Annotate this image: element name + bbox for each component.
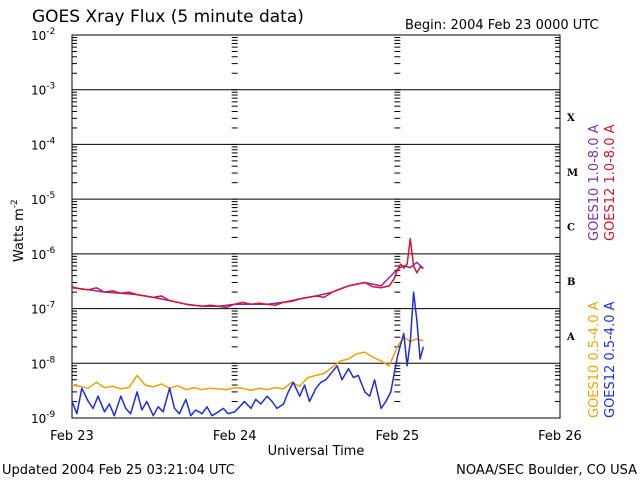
y-tick-labels: 10-210-310-410-510-610-710-810-9 [31, 27, 56, 426]
begin-label: Begin: 2004 Feb 23 0000 UTC [405, 18, 599, 33]
legend-goes10-short: GOES10 0.5-4.0 A [587, 301, 602, 418]
x-tick-label: Feb 25 [375, 429, 419, 444]
y-tick-label: 10-8 [31, 355, 56, 371]
flare-class-labels: X M C B A [566, 113, 578, 343]
y-tick-base: 10 [31, 84, 46, 98]
y-tick-label: 10-4 [31, 136, 56, 152]
y-tick-label: 10-6 [31, 246, 56, 262]
flare-class-label: A [566, 332, 575, 343]
y-tick-exponent: -2 [46, 27, 55, 37]
y-tick-label: 10-3 [31, 82, 55, 98]
footer-updated: Updated 2004 Feb 25 03:21:04 UTC [2, 463, 235, 478]
x-tick-labels: Feb 23 Feb 24 Feb 25 Feb 26 [50, 429, 582, 444]
y-tick-exponent: -5 [46, 191, 55, 201]
series-line [71, 237, 424, 309]
x-axis-label: Universal Time [268, 444, 365, 459]
y-tick-exponent: -6 [46, 246, 55, 256]
y-tick-label: 10-2 [31, 27, 55, 43]
x-tick-label: Feb 26 [538, 429, 582, 444]
day-tick-columns [72, 37, 560, 419]
y-tick-base: 10 [31, 138, 46, 152]
flare-class-label: M [567, 168, 578, 179]
y-tick-exponent: -3 [46, 82, 55, 92]
y-axis-label: Watts m-2 [10, 199, 27, 262]
y-tick-exponent: -4 [46, 136, 55, 146]
legend-goes10-long: GOES10 1.0-8.0 A [587, 124, 602, 241]
chart-title: GOES Xray Flux (5 minute data) [32, 7, 304, 27]
y-axis-label-base: Watts m [12, 208, 27, 262]
flare-class-label: X [567, 113, 575, 124]
legend-goes12-long: GOES12 1.0-8.0 A [603, 124, 618, 241]
flare-class-label: C [567, 223, 575, 234]
flare-class-label: B [567, 277, 575, 288]
y-tick-base: 10 [31, 412, 46, 426]
x-tick-label: Feb 23 [50, 429, 94, 444]
plot-frame [71, 34, 561, 419]
y-tick-label: 10-5 [31, 191, 55, 207]
series-line [71, 291, 425, 417]
decade-gridlines [72, 34, 560, 419]
y-tick-label: 10-9 [31, 410, 56, 426]
y-tick-base: 10 [31, 357, 46, 371]
legend: GOES10 1.0-8.0 A GOES12 1.0-8.0 A GOES10… [587, 124, 618, 418]
data-series [71, 237, 425, 417]
y-tick-label: 10-7 [31, 301, 55, 317]
y-tick-base: 10 [31, 29, 46, 43]
plot-area [71, 34, 561, 419]
y-tick-exponent: -7 [46, 301, 55, 311]
y-tick-exponent: -8 [46, 355, 55, 365]
y-axis-label-exponent: -2 [10, 199, 20, 208]
legend-goes12-short: GOES12 0.5-4.0 A [603, 301, 618, 418]
y-tick-base: 10 [31, 303, 46, 317]
y-tick-base: 10 [31, 193, 46, 207]
series-line [71, 261, 424, 308]
series-line [71, 336, 424, 392]
y-tick-base: 10 [31, 248, 46, 262]
x-tick-label: Feb 24 [213, 429, 257, 444]
y-tick-exponent: -9 [46, 410, 55, 420]
footer-credit: NOAA/SEC Boulder, CO USA [456, 463, 637, 478]
